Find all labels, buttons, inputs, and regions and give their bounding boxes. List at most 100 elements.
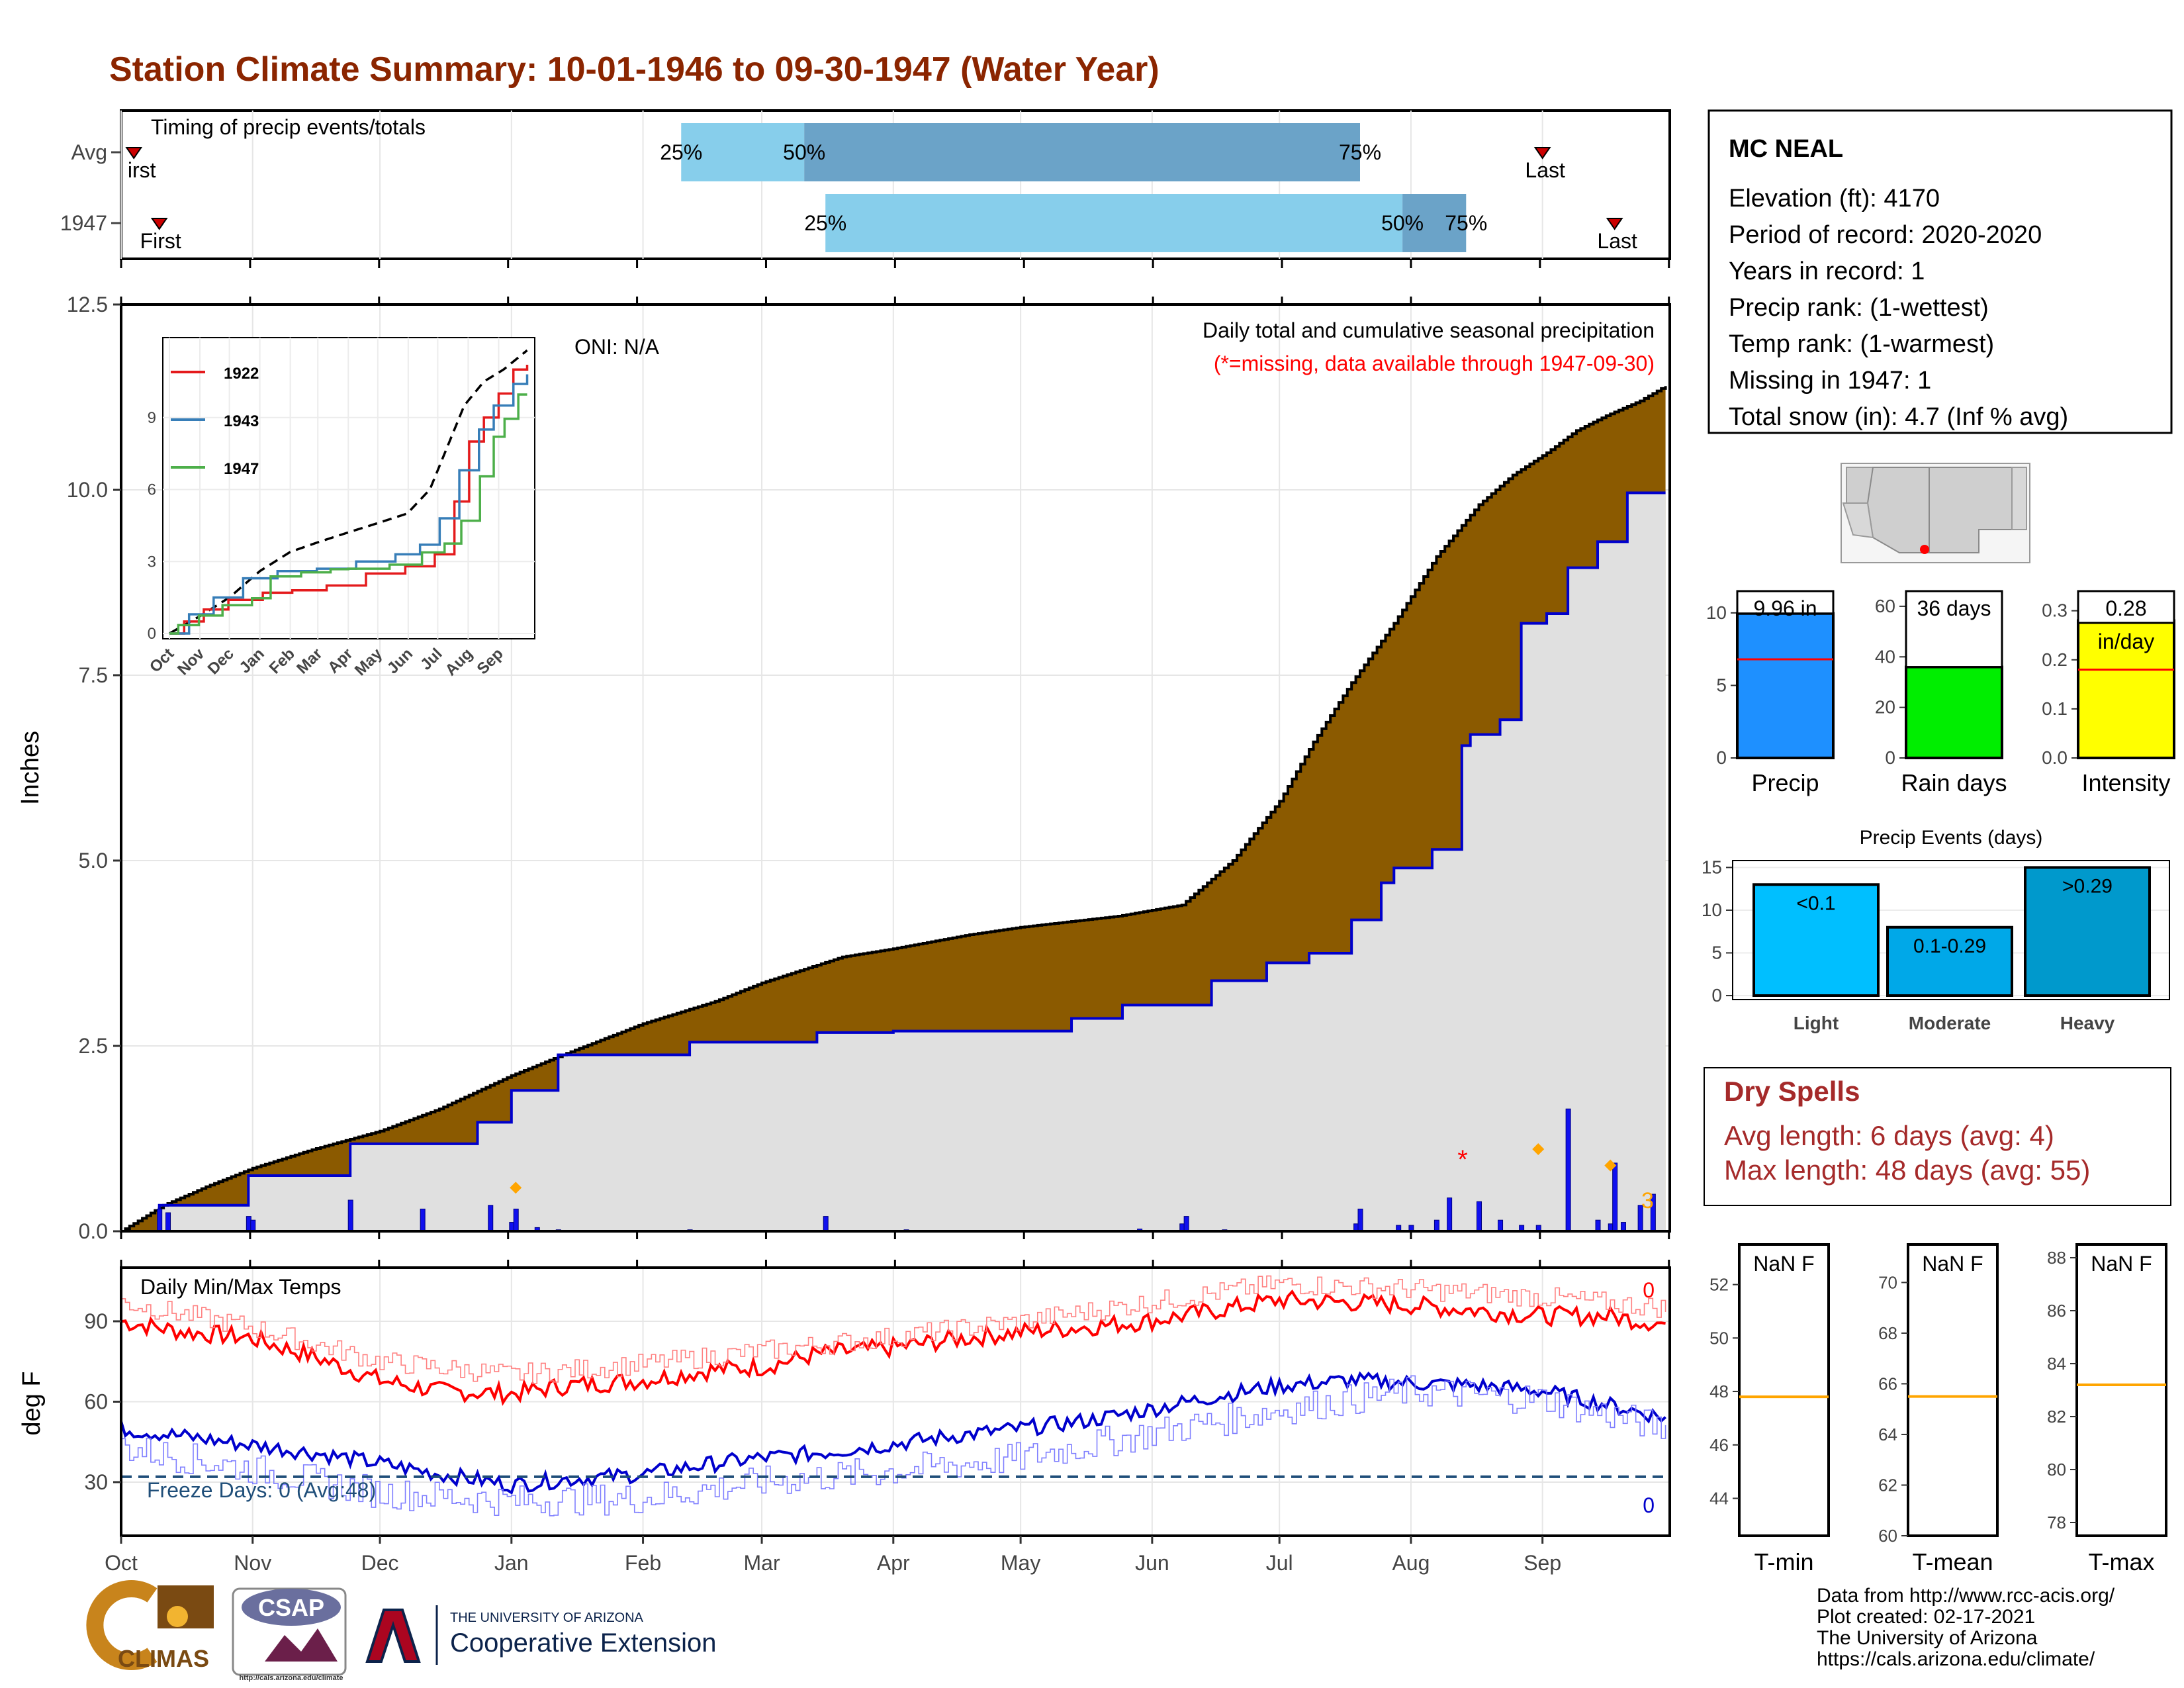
last-marker-icon (1606, 218, 1623, 230)
temp-lines (120, 1275, 1670, 1517)
summary-bar-precip (1736, 612, 1835, 759)
precip-y-tick-label: 5.0 (79, 849, 108, 872)
summary-value-unit: in/day (2098, 630, 2154, 653)
summary-y-tick-label: 0 (1885, 747, 1895, 768)
temp-summary-value: NaN F (1753, 1252, 1814, 1276)
csap-cloud (242, 1589, 341, 1626)
events-y-tick-label: 5 (1711, 942, 1722, 962)
summary-value-label: 9.96 in (1753, 596, 1817, 620)
daily-precip-bar (1595, 1219, 1601, 1232)
events-y-tick-label: 15 (1702, 857, 1722, 877)
dry-spells-title: Dry Spells (1724, 1076, 1860, 1107)
inset-legend-label: 1922 (224, 365, 259, 383)
precip-y-label: Inches (17, 731, 44, 805)
daily-precip-bar (1447, 1197, 1453, 1232)
month-label: Sep (1524, 1551, 1561, 1575)
temp-summary-y-tick-label: 60 (1878, 1526, 1897, 1546)
last-label: Last (1525, 158, 1565, 182)
month-label: Oct (105, 1551, 138, 1575)
station-info-frame (1707, 109, 2173, 434)
temp-series-Tmin (120, 1371, 1666, 1495)
first-label: First (140, 229, 181, 253)
source-line: Data from http://www.rcc-acis.org/ (1817, 1585, 2115, 1607)
temp-summary-charts: NaN F 44 46 48 50 52 T-min NaN F 60 62 64 66 68 70 T-m… (1709, 1243, 2167, 1575)
timing-q50-label: 50% (783, 140, 825, 164)
missing-marker: * (1457, 1145, 1468, 1174)
station-info-line: Total snow (in): 4.7 (Inf % avg) (1729, 403, 2068, 431)
month-label: Jun (1135, 1551, 1169, 1575)
climas-text: CLIMAS (118, 1645, 209, 1672)
source-lines: Data from http://www.rcc-acis.org/Plot c… (1817, 1585, 2115, 1670)
station-location-dot (1920, 545, 1929, 554)
summary-value-label: 36 days (1917, 596, 1991, 620)
month-label: May (1001, 1551, 1040, 1575)
daily-precip-bar (513, 1208, 519, 1232)
timing-bars: 25% 50% 75% irst Last 25% 50% 75% First Last (125, 123, 1637, 253)
last-marker-icon (1533, 147, 1551, 160)
summary-bar-charts: 0 5 10 9.96 in Precip 0 20 40 60 36 days Rain days… (1706, 590, 2175, 796)
climas-logo: CLIMAS (86, 1580, 214, 1672)
daily-precip-bar (823, 1216, 829, 1232)
summary-y-tick-label: 20 (1875, 697, 1895, 718)
temp-series-Tmin-avg (121, 1375, 1666, 1517)
month-label: Jan (494, 1551, 529, 1575)
timing-bar-q25-q50 (825, 194, 1403, 252)
temp-summary-y-tick-label: 64 (1878, 1425, 1897, 1444)
temp-summary-y-tick-label: 70 (1878, 1272, 1897, 1292)
summary-value-box (1905, 590, 2003, 669)
inset-y-tick-label: 9 (148, 409, 156, 427)
month-label: Feb (625, 1551, 661, 1575)
tmax-count: 0 (1643, 1278, 1655, 1302)
summary-value-label: 0.28 (2105, 596, 2146, 620)
month-label: Mar (744, 1551, 780, 1575)
temp-summary-value: NaN F (2091, 1252, 2152, 1276)
timing-q75-label: 75% (1339, 140, 1381, 164)
timing-q25-label: 25% (804, 211, 846, 235)
precip-y-tick-label: 0.0 (79, 1219, 108, 1243)
daily-precip-bar (488, 1205, 494, 1232)
temp-summary-y-tick-label: 80 (2047, 1460, 2066, 1479)
climas-swirl (86, 1580, 158, 1670)
freeze-days-label: Freeze Days: 0 (Avg:48) (147, 1478, 376, 1502)
ua-small-text: THE UNIVERSITY OF ARIZONA (450, 1611, 644, 1625)
temp-series-Tmax-avg (121, 1275, 1666, 1384)
month-label: Nov (234, 1551, 271, 1575)
timing-bar-q50-q75 (1402, 194, 1467, 252)
csap-mountains (265, 1628, 338, 1662)
summary-bar-label: Rain days (1901, 769, 2007, 796)
precip-y-axis: 0.0 2.5 5.0 7.5 10.0 12.5 (67, 293, 1670, 1243)
inset-y-tick-label: 0 (148, 625, 156, 643)
ua-logo: THE UNIVERSITY OF ARIZONA Cooperative Ex… (365, 1605, 716, 1665)
temp-summary-value: NaN F (1922, 1252, 1983, 1276)
daily-precip-bar (420, 1208, 426, 1232)
temp-summary-frame (2075, 1243, 2167, 1537)
daily-precip-bar (1612, 1162, 1618, 1232)
events-category-label: Light (1794, 1013, 1839, 1033)
temp-summary-y-tick-label: 52 (1709, 1275, 1729, 1295)
timing-q75-label: 75% (1445, 211, 1487, 235)
temp-summary-y-tick-label: 86 (2047, 1301, 2066, 1321)
dry-spells-max: Max length: 48 days (avg: 55) (1724, 1154, 2090, 1186)
station-info-line: Years in record: 1 (1729, 258, 1925, 285)
inset-y-tick-label: 6 (148, 481, 156, 499)
snow-marker-icon (1532, 1143, 1545, 1155)
obs-cumulative-fill (121, 492, 1666, 1231)
events-bar-heavy (2024, 866, 2151, 998)
daily-precip-bar (1565, 1108, 1571, 1232)
summary-y-tick-label: 0.2 (2042, 649, 2068, 670)
summary-bar-rain-days (1905, 665, 2003, 760)
inset-legend-label: 1947 (224, 460, 259, 478)
temp-summary-label: T-mean (1912, 1548, 1993, 1575)
dry-spells-box: Dry Spells Avg length: 6 days (avg: 4) M… (1704, 1067, 2171, 1206)
temp-summary-y-tick-label: 66 (1878, 1374, 1897, 1393)
station-info-line: Elevation (ft): 4170 (1729, 185, 1940, 212)
precip-events-chart: Precip Events (days) 0 5 10 15 <0.1 Light 0.1-0… (1702, 827, 2170, 1033)
timing-panel: 25% 50% 75% irst Last 25% 50% 75% First Last Timi… (60, 109, 1671, 268)
timing-row-labels: Avg 1947 (60, 140, 1670, 268)
timing-label: Timing of precip events/totals (151, 115, 426, 139)
temp-summary-y-tick-label: 88 (2047, 1248, 2066, 1268)
temp-y-label: deg F (18, 1371, 46, 1435)
temp-summary-y-tick-label: 78 (2047, 1513, 2066, 1532)
avg-cumulative-line (121, 386, 1667, 1233)
